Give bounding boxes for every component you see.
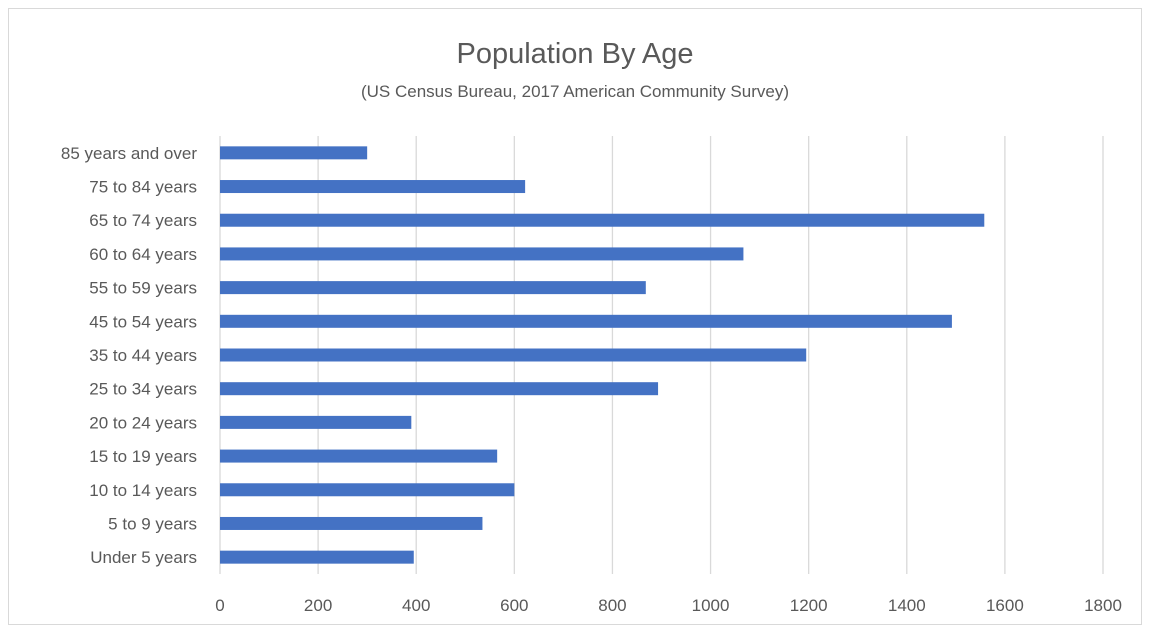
- category-label-under-5-years: Under 5 years: [90, 548, 197, 567]
- bar-60-to-64-years: [220, 247, 744, 261]
- x-tick-label-0: 0: [215, 596, 224, 615]
- category-label-20-to-24-years: 20 to 24 years: [89, 413, 197, 432]
- x-tick-label-200: 200: [304, 596, 332, 615]
- x-tick-label-1600: 1600: [986, 596, 1024, 615]
- category-label-10-to-14-years: 10 to 14 years: [89, 481, 197, 500]
- category-label-55-to-59-years: 55 to 59 years: [89, 279, 197, 298]
- category-label-5-to-9-years: 5 to 9 years: [108, 514, 197, 533]
- x-tick-label-1000: 1000: [692, 596, 730, 615]
- category-label-35-to-44-years: 35 to 44 years: [89, 346, 197, 365]
- category-label-75-to-84-years: 75 to 84 years: [89, 178, 197, 197]
- bar-35-to-44-years: [220, 348, 807, 362]
- bars: [220, 146, 985, 564]
- bar-45-to-54-years: [220, 314, 952, 328]
- bar-85-years-and-over: [220, 146, 368, 160]
- gridlines: [219, 136, 1104, 574]
- x-tick-label-1400: 1400: [888, 596, 926, 615]
- bar-20-to-24-years: [220, 415, 412, 429]
- x-tick-label-1200: 1200: [790, 596, 828, 615]
- category-label-60-to-64-years: 60 to 64 years: [89, 245, 197, 264]
- x-axis-tick-labels: 0 200 400 600 800 1000 1200 1400 1600 1800: [215, 596, 1122, 615]
- bar-under-5-years: [220, 550, 414, 564]
- category-labels: Under 5 years 5 to 9 years 10 to 14 years 1…: [61, 144, 197, 567]
- x-tick-label-1800: 1800: [1084, 596, 1122, 615]
- x-tick-label-400: 400: [402, 596, 430, 615]
- category-label-25-to-34-years: 25 to 34 years: [89, 380, 197, 399]
- bar-15-to-19-years: [220, 449, 498, 463]
- x-tick-label-600: 600: [500, 596, 528, 615]
- x-tick-label-800: 800: [598, 596, 626, 615]
- bar-75-to-84-years: [220, 180, 526, 194]
- category-label-15-to-19-years: 15 to 19 years: [89, 447, 197, 466]
- category-label-45-to-54-years: 45 to 54 years: [89, 312, 197, 331]
- chart-subtitle: (US Census Bureau, 2017 American Communi…: [361, 82, 789, 101]
- bar-65-to-74-years: [220, 213, 985, 227]
- bar-55-to-59-years: [220, 281, 646, 295]
- bar-10-to-14-years: [220, 483, 515, 497]
- chart-title: Population By Age: [456, 38, 693, 70]
- bar-25-to-34-years: [220, 382, 659, 396]
- category-label-85-years-and-over: 85 years and over: [61, 144, 197, 163]
- bar-5-to-9-years: [220, 516, 483, 530]
- category-label-65-to-74-years: 65 to 74 years: [89, 211, 197, 230]
